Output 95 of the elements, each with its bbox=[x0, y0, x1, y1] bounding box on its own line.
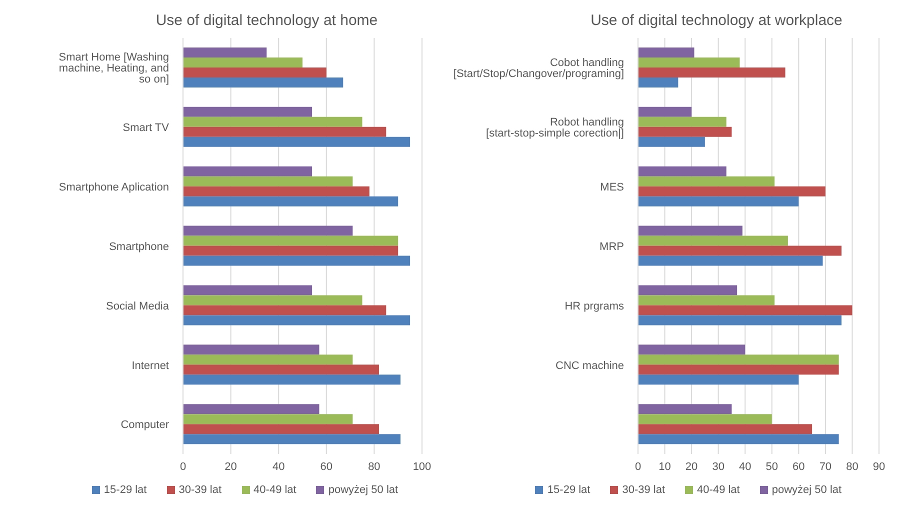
legend-label: 40-49 lat bbox=[254, 484, 296, 496]
x-tick-label: 50 bbox=[766, 460, 778, 473]
bar bbox=[183, 136, 410, 147]
x-tick-label: 90 bbox=[872, 460, 886, 473]
bar bbox=[638, 434, 839, 444]
bar bbox=[638, 414, 772, 424]
bar bbox=[638, 166, 726, 176]
bar bbox=[638, 315, 842, 326]
bar bbox=[183, 424, 379, 434]
x-tick-label: 100 bbox=[412, 460, 432, 473]
bar bbox=[183, 116, 362, 127]
bar bbox=[183, 305, 386, 316]
legend-label: 30-39 lat bbox=[178, 484, 222, 496]
x-tick-label: 80 bbox=[846, 460, 858, 473]
bar bbox=[183, 166, 312, 176]
bar bbox=[638, 48, 694, 58]
bar bbox=[183, 226, 353, 236]
bar bbox=[183, 106, 312, 117]
bar bbox=[183, 414, 353, 424]
x-tick-label: 0 bbox=[634, 460, 642, 473]
bar bbox=[638, 295, 775, 306]
y-tick-label: Smart TV bbox=[122, 122, 170, 134]
x-tick-label: 80 bbox=[368, 460, 380, 473]
y-tick-label: Smartphone Aplication bbox=[58, 181, 169, 194]
y-tick-label: Robot handling [start-stop-simple corection|] bbox=[486, 116, 624, 140]
bar bbox=[638, 68, 786, 78]
bar bbox=[183, 434, 400, 444]
y-tick-label: HR prgrams bbox=[564, 300, 624, 312]
bar bbox=[638, 424, 812, 434]
bar bbox=[183, 236, 398, 246]
bar bbox=[638, 236, 788, 246]
legend-label: 15-29 lat bbox=[547, 484, 590, 496]
y-tick-label: Cobot handling [Start/Stop/Changover/programing] bbox=[453, 57, 624, 80]
bar bbox=[638, 126, 732, 137]
x-tick-label: 20 bbox=[685, 460, 698, 473]
x-tick-label: 70 bbox=[819, 460, 832, 473]
bar bbox=[183, 58, 302, 68]
bar bbox=[638, 106, 692, 117]
bar bbox=[183, 126, 386, 137]
legend-label: powyżej 50 lat bbox=[328, 484, 398, 496]
bar bbox=[638, 285, 738, 296]
bar bbox=[183, 186, 370, 196]
x-tick-label: 40 bbox=[272, 460, 285, 473]
y-tick-label: MRP bbox=[600, 240, 624, 253]
legend-label: powyżej 50 lat bbox=[772, 484, 842, 496]
bar bbox=[638, 256, 823, 266]
bar bbox=[638, 404, 732, 414]
x-tick-label: 0 bbox=[180, 460, 186, 473]
bar bbox=[638, 196, 799, 206]
bar bbox=[183, 78, 344, 88]
bar bbox=[183, 285, 312, 296]
bar bbox=[638, 364, 839, 375]
bar bbox=[638, 305, 852, 316]
bar bbox=[183, 256, 410, 266]
bar bbox=[638, 58, 740, 68]
x-tick-label: 20 bbox=[224, 460, 237, 473]
bar bbox=[638, 246, 842, 256]
bar bbox=[183, 354, 353, 365]
bar bbox=[638, 374, 799, 385]
bar bbox=[183, 246, 398, 256]
x-tick-label: 30 bbox=[712, 460, 724, 473]
bar bbox=[638, 226, 742, 236]
bar bbox=[183, 404, 320, 414]
y-tick-label: Smartphone bbox=[109, 240, 169, 253]
legend-label: 15-29 lat bbox=[104, 484, 147, 496]
bar bbox=[638, 344, 746, 355]
legend-label: 40-49 lat bbox=[697, 484, 740, 496]
x-tick-label: 10 bbox=[658, 460, 671, 473]
chart-title: Use of digital technology at workplace bbox=[590, 11, 844, 31]
bar bbox=[183, 364, 379, 375]
chart-title: Use of digital technology at home bbox=[154, 11, 379, 31]
bar bbox=[183, 196, 398, 206]
bar bbox=[183, 315, 410, 326]
legend-label: 30-39 lat bbox=[622, 484, 666, 496]
bar bbox=[638, 136, 705, 147]
bar bbox=[638, 354, 839, 365]
bar bbox=[183, 48, 267, 58]
bar bbox=[638, 176, 775, 186]
x-tick-label: 60 bbox=[792, 460, 805, 473]
y-tick-label: Computer bbox=[120, 419, 170, 432]
bar bbox=[638, 186, 826, 196]
bar bbox=[638, 78, 678, 88]
y-tick-label: MES bbox=[600, 181, 624, 194]
x-tick-label: 60 bbox=[320, 460, 333, 473]
bar bbox=[638, 116, 726, 127]
y-tick-label: Internet bbox=[132, 360, 169, 372]
y-tick-label: CNC machine bbox=[556, 360, 624, 372]
y-tick-label: Smart Home [Washing machine, Heating, and so on] bbox=[58, 52, 169, 86]
x-tick-label: 40 bbox=[738, 460, 752, 473]
bar bbox=[183, 176, 353, 186]
bar bbox=[183, 344, 320, 355]
y-tick-label: Social Media bbox=[106, 300, 170, 312]
bar bbox=[183, 68, 326, 78]
bar bbox=[183, 374, 400, 385]
bar bbox=[183, 295, 362, 306]
